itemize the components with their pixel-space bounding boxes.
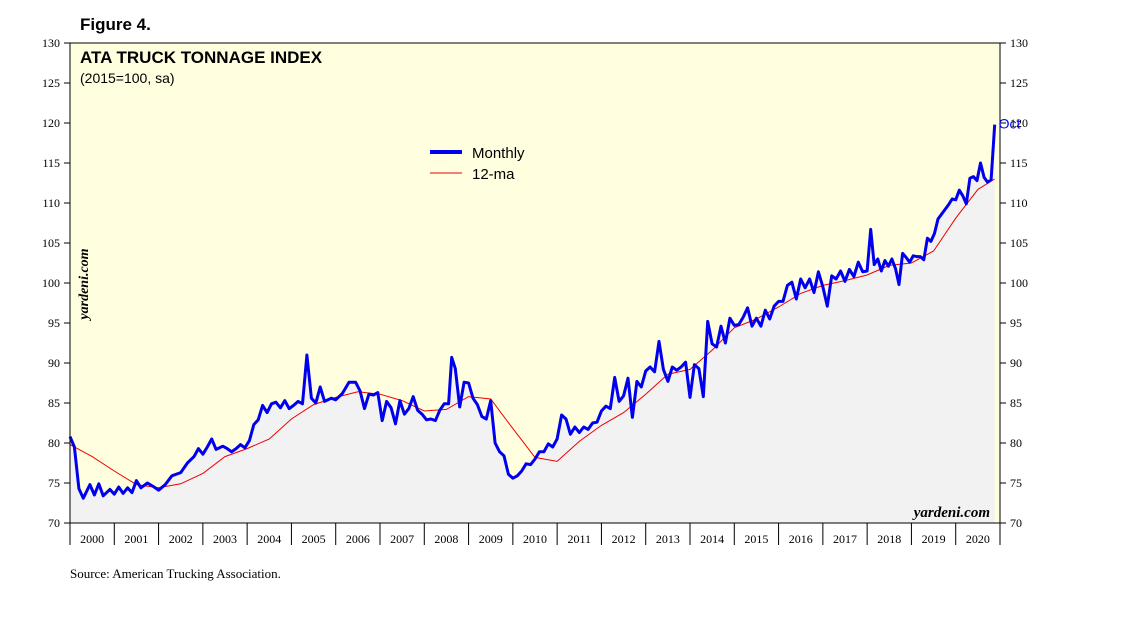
x-tick-label: 2020 bbox=[966, 532, 990, 546]
x-axis: 2000 2001 2002 2003 2004 2005 2006 2007 2008 2009… bbox=[69, 523, 1001, 546]
y-tick-label-left: 115 bbox=[42, 156, 60, 170]
x-tick-label: 2009 bbox=[479, 532, 503, 546]
figure-label: Figure 4. bbox=[80, 15, 151, 34]
x-tick-label: 2007 bbox=[390, 532, 414, 546]
x-tick-label: 2005 bbox=[302, 532, 326, 546]
x-tick-label: 2004 bbox=[257, 532, 281, 546]
y-tick-label-left: 80 bbox=[48, 436, 60, 450]
watermark-vertical: yardeni.com bbox=[77, 248, 92, 321]
legend-12-ma-label: 12-ma bbox=[472, 166, 515, 183]
y-tick-label-right: 95 bbox=[1010, 316, 1022, 330]
y-tick-label-left: 110 bbox=[42, 196, 60, 210]
x-tick-label: 2019 bbox=[922, 532, 946, 546]
chart-title: ATA TRUCK TONNAGE INDEX bbox=[80, 48, 323, 67]
y-tick-label-right: 85 bbox=[1010, 396, 1022, 410]
y-tick-label-right: 80 bbox=[1010, 436, 1022, 450]
x-tick-label: 2000 bbox=[80, 532, 104, 546]
y-tick-label-right: 70 bbox=[1010, 516, 1022, 530]
x-tick-label: 2008 bbox=[434, 532, 458, 546]
x-tick-label: 2017 bbox=[833, 532, 857, 546]
y-tick-label-left: 130 bbox=[42, 36, 60, 50]
x-tick-label: 2010 bbox=[523, 532, 547, 546]
y-tick-label-right: 130 bbox=[1010, 36, 1028, 50]
y-tick-label-left: 90 bbox=[48, 356, 60, 370]
x-tick-label: 2018 bbox=[877, 532, 901, 546]
y-tick-label-left: 95 bbox=[48, 316, 60, 330]
series-monthly-line bbox=[68, 124, 997, 500]
y-tick-label-left: 75 bbox=[48, 476, 60, 490]
y-tick-label-left: 70 bbox=[48, 516, 60, 530]
y-tick-label-right: 100 bbox=[1010, 276, 1028, 290]
y-tick-label-right: 90 bbox=[1010, 356, 1022, 370]
y-tick-label-left: 100 bbox=[42, 276, 60, 290]
y-axis-right: 70 75 80 85 90 95 100 105 110 115 120 125 130 bbox=[1000, 36, 1028, 530]
y-tick-label-left: 85 bbox=[48, 396, 60, 410]
legend-monthly-label: Monthly bbox=[472, 145, 525, 162]
watermark-bottom: yardeni.com bbox=[912, 505, 990, 521]
y-tick-label-left: 105 bbox=[42, 236, 60, 250]
last-point-label: Oct bbox=[999, 116, 1021, 132]
y-tick-label-right: 115 bbox=[1010, 156, 1028, 170]
y-tick-label-right: 120 bbox=[1010, 116, 1028, 130]
x-tick-label: 2002 bbox=[169, 532, 193, 546]
x-tick-label: 2013 bbox=[656, 532, 680, 546]
chart-subtitle: (2015=100, sa) bbox=[80, 70, 175, 86]
plot-border bbox=[69, 42, 1001, 524]
monthly-area-fill bbox=[70, 124, 995, 523]
y-tick-label-right: 75 bbox=[1010, 476, 1022, 490]
y-tick-label-left: 125 bbox=[42, 76, 60, 90]
y-axis-left: 70 75 80 85 90 95 100 105 110 115 120 125 130 bbox=[42, 36, 70, 530]
y-tick-label-right: 105 bbox=[1010, 236, 1028, 250]
x-tick-label: 2001 bbox=[124, 532, 148, 546]
x-tick-label: 2003 bbox=[213, 532, 237, 546]
x-tick-label: 2012 bbox=[612, 532, 636, 546]
y-tick-label-right: 110 bbox=[1010, 196, 1028, 210]
source-note: Source: American Trucking Association. bbox=[70, 566, 281, 581]
x-tick-label: 2011 bbox=[568, 532, 592, 546]
x-tick-label: 2015 bbox=[744, 532, 768, 546]
x-tick-label: 2014 bbox=[700, 532, 724, 546]
x-tick-label: 2006 bbox=[346, 532, 370, 546]
y-tick-label-left: 120 bbox=[42, 116, 60, 130]
legend: Monthly 12-ma bbox=[430, 145, 525, 183]
x-tick-label: 2016 bbox=[789, 532, 813, 546]
y-tick-label-right: 125 bbox=[1010, 76, 1028, 90]
